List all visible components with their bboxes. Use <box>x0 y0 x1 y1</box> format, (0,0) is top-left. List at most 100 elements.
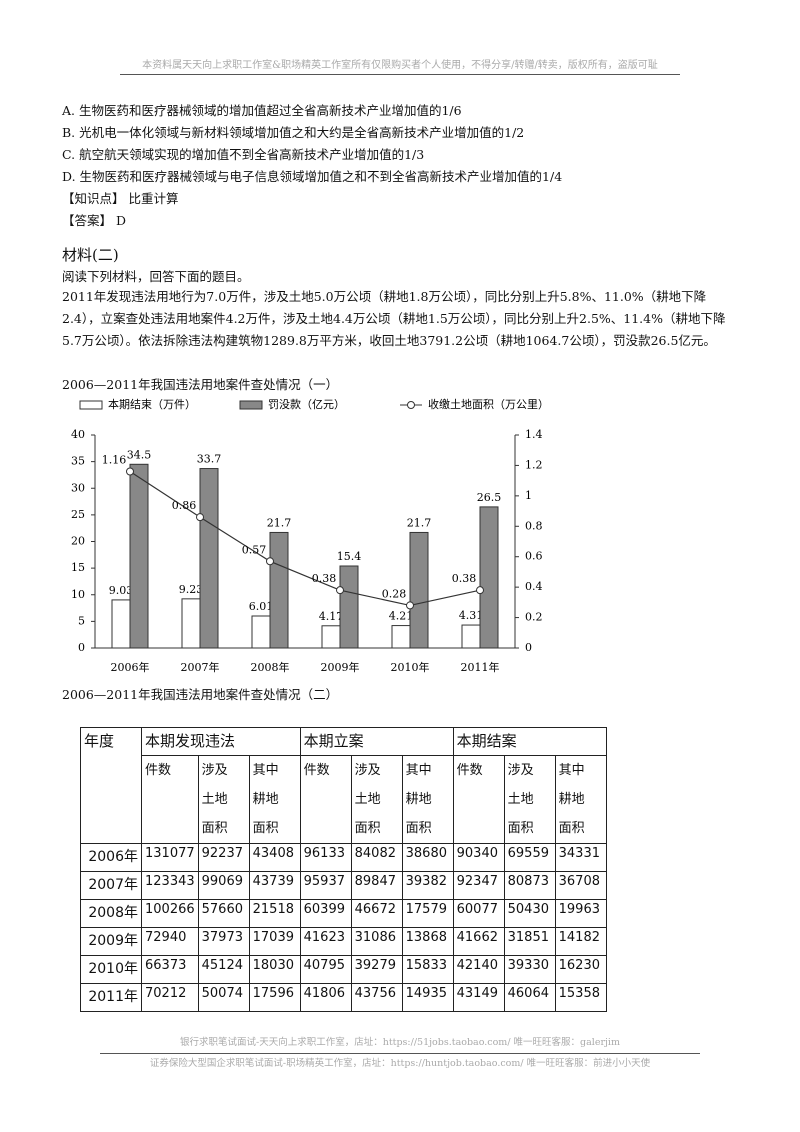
sub-header-text: 其中耕地面积 <box>405 763 432 836</box>
header-cell: 本期发现违法 <box>141 727 301 756</box>
y-tick-label: 5 <box>78 614 85 627</box>
sub-header-text: 涉及土地面积 <box>354 763 381 836</box>
data-label: 0.38 <box>452 572 477 585</box>
number-cell: 40795 <box>299 955 352 984</box>
number-cell: 90340 <box>452 843 505 872</box>
number-cell: 17596 <box>248 983 301 1012</box>
point <box>336 586 344 595</box>
bar <box>339 565 359 649</box>
number-cell: 39330 <box>503 955 556 984</box>
text: 比重计算 <box>128 191 179 206</box>
number-cell: 15358 <box>554 983 607 1012</box>
number-cell: 50074 <box>197 983 250 1012</box>
sub-header-text: 涉及土地面积 <box>507 763 534 836</box>
bar <box>321 625 341 649</box>
number-cell: 14935 <box>401 983 454 1012</box>
bar <box>111 599 131 649</box>
point <box>196 513 204 522</box>
data-label: 33.7 <box>197 453 222 466</box>
y2-tick-label: 0.4 <box>525 580 543 593</box>
number-cell: 72940 <box>141 927 199 956</box>
data-label: 0.57 <box>242 543 267 556</box>
number-cell: 14182 <box>554 927 607 956</box>
data-label: 1.16 <box>102 454 127 467</box>
number-cell: 39382 <box>401 871 454 900</box>
data-label: 34.5 <box>127 448 152 461</box>
header-cell: 年度 <box>80 727 142 844</box>
option: D. 生物医药和医疗器械领域与电子信息领域增加值之和不到全省高新技术产业增加值的… <box>62 169 563 184</box>
x-tick-label: 2008年 <box>251 660 290 674</box>
sub-header-cell: 其中耕地面积 <box>248 755 301 844</box>
footer: 银行求职笔试面试-天天向上求职工作室，店址：https://51jobs.tao… <box>100 1033 700 1074</box>
sub-header-cell: 件数 <box>452 755 505 844</box>
line <box>129 471 481 607</box>
option: A. 生物医药和医疗器械领域的增加值超过全省高新技术产业增加值的1/6 <box>62 103 462 118</box>
point <box>266 557 274 566</box>
material-heading: 材料(二) <box>62 246 119 264</box>
number-cell: 100266 <box>141 899 199 928</box>
number-cell: 50430 <box>503 899 556 928</box>
sub-header-cell: 件数 <box>141 755 199 844</box>
legend-swatch <box>407 401 415 409</box>
chart-title: 2006—2011年我国违法用地案件查处情况（一） <box>62 377 339 392</box>
sub-header-cell: 其中耕地面积 <box>554 755 607 844</box>
bar <box>181 598 201 649</box>
sub-header-cell: 涉及土地面积 <box>350 755 403 844</box>
sub-header-cell: 其中耕地面积 <box>401 755 454 844</box>
option: C. 航空航天领域实现的增加值不到全省高新技术产业增加值的1/3 <box>62 147 425 162</box>
number-cell: 13868 <box>401 927 454 956</box>
y-tick-label: 15 <box>71 561 85 574</box>
number-cell: 18030 <box>248 955 301 984</box>
number-cell: 41662 <box>452 927 505 956</box>
number-cell: 41806 <box>299 983 352 1012</box>
number-cell: 34331 <box>554 843 607 872</box>
sub-header-text: 件数 <box>456 763 483 778</box>
y-tick-label: 10 <box>71 588 85 601</box>
y-tick-label: 20 <box>71 535 85 548</box>
point <box>476 586 484 595</box>
table-row: 2007年 123343 99069 43739 95937 89847 39382 9234… <box>80 871 607 900</box>
number-cell: 41623 <box>299 927 352 956</box>
y-tick-label: 0 <box>78 641 85 654</box>
number-cell: 31086 <box>350 927 403 956</box>
bar <box>479 506 499 649</box>
header-cell: 本期立案 <box>299 727 454 756</box>
bar <box>269 531 289 649</box>
number-cell: 123343 <box>141 871 199 900</box>
point <box>406 601 414 610</box>
table-wrap: 年度 本期发现违法 本期立案 本期结案 件数 涉及土地面积 其中耕地面积 件数 涉及土地面积 其中… <box>80 727 607 1012</box>
data-label: 9.03 <box>109 584 134 597</box>
sub-header-text: 其中耕地面积 <box>558 763 585 836</box>
sub-header-text: 件数 <box>303 763 330 778</box>
year-cell: 2006年 <box>80 843 142 872</box>
y2-tick-label: 0 <box>525 641 532 654</box>
number-cell: 46064 <box>503 983 556 1012</box>
number-cell: 38680 <box>401 843 454 872</box>
number-cell: 69559 <box>503 843 556 872</box>
number-cell: 19963 <box>554 899 607 928</box>
label: 【知识点】 <box>62 191 125 206</box>
data-label: 26.5 <box>477 491 502 504</box>
number-cell: 15833 <box>401 955 454 984</box>
x-tick-label: 2009年 <box>321 660 360 674</box>
table-row: 年度 本期发现违法 本期立案 本期结案 <box>80 727 607 844</box>
number-cell: 89847 <box>350 871 403 900</box>
number-cell: 46672 <box>350 899 403 928</box>
number-cell: 80873 <box>503 871 556 900</box>
number-cell: 43756 <box>350 983 403 1012</box>
y-tick-label: 25 <box>71 508 85 521</box>
sub-header-text: 涉及土地面积 <box>201 763 228 836</box>
year-cell: 2011年 <box>80 983 142 1012</box>
data-label: 21.7 <box>407 516 432 529</box>
data-label: 9.23 <box>179 583 204 596</box>
data-label: 6.01 <box>249 600 274 613</box>
number-cell: 37973 <box>197 927 250 956</box>
paragraph: 2011年发现违法用地行为7.0万件，涉及土地5.0万公顷（耕地1.8万公顷），… <box>62 289 726 348</box>
number-cell: 43149 <box>452 983 505 1012</box>
bar <box>391 625 411 649</box>
legend-label: 本期结束（万件） <box>108 397 196 411</box>
data-label: 15.4 <box>337 550 362 563</box>
y2-tick-label: 1 <box>525 489 532 502</box>
number-cell: 92237 <box>197 843 250 872</box>
label: 【答案】 <box>62 213 113 228</box>
